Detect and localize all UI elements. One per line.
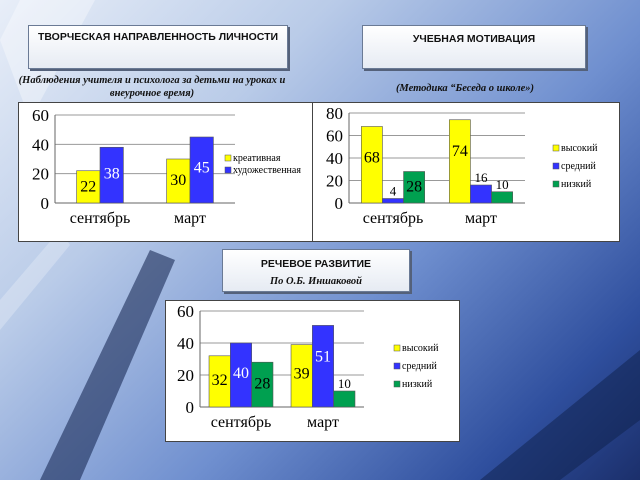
speech-data-label: 51	[315, 348, 331, 365]
speech-ytick-label: 20	[177, 366, 194, 385]
motivation-svg: 0 20 40 60 80 68 4 28 сентябрь 74 16 10 март высокий с…	[326, 104, 598, 227]
speech-category-label: сентябрь	[211, 414, 272, 431]
motivation-subtitle: (Методика “Беседа о школе»)	[395, 83, 535, 94]
creative-legend-swatch	[224, 154, 232, 162]
speech-chart: 0 20 40 60 32 40 28 сентябрь 39 51 10 март высокий ср…	[165, 300, 460, 442]
motivation-legend-swatch	[552, 180, 560, 188]
motivation-bar	[382, 198, 404, 204]
motivation-ytick-label: 20	[326, 172, 343, 191]
creative-title-box: ТВОРЧЕСКАЯ НАПРАВЛЕННОСТЬ ЛИЧНОСТИ	[28, 25, 288, 69]
motivation-legend-label: средний	[561, 161, 597, 172]
creative-ytick-label: 60	[32, 106, 49, 125]
speech-category-label: март	[307, 414, 339, 431]
motivation-ytick-label: 0	[335, 194, 344, 213]
speech-legend-swatch	[393, 362, 401, 370]
creative-data-label: 22	[80, 178, 96, 195]
motivation-legend-swatch	[552, 162, 560, 170]
creative-svg: 0 20 40 60 22 38 сентябрь 30 45 март креативнаяхуд…	[32, 106, 301, 227]
speech-subtitle: По О.Б. Иншаковой	[270, 276, 362, 287]
motivation-ytick-label: 80	[326, 104, 343, 123]
motivation-bar	[491, 191, 513, 204]
creative-title: ТВОРЧЕСКАЯ НАПРАВЛЕННОСТЬ ЛИЧНОСТИ	[37, 31, 279, 43]
motivation-bar	[361, 126, 383, 204]
motivation-data-label: 28	[406, 179, 422, 196]
creative-subtitle: (Наблюдения учителя и психолога за детьм…	[18, 75, 286, 99]
speech-ytick-label: 40	[177, 334, 194, 353]
motivation-data-label: 68	[364, 150, 380, 167]
creative-ytick-label: 40	[32, 135, 49, 154]
motivation-data-label: 74	[452, 143, 468, 160]
speech-data-label: 28	[254, 375, 270, 392]
motivation-title: УЧЕБНАЯ МОТИВАЦИЯ	[412, 33, 536, 45]
speech-bar	[312, 325, 334, 408]
creative-data-label: 45	[194, 160, 210, 177]
creative-ytick-label: 0	[41, 194, 50, 213]
motivation-category-label: март	[465, 210, 497, 227]
speech-data-label: 40	[233, 365, 249, 382]
speech-legend-swatch	[393, 380, 401, 388]
creative-bar	[189, 136, 214, 204]
speech-ytick-label: 0	[186, 398, 195, 417]
creative-ytick-label: 20	[32, 165, 49, 184]
motivation-bar	[403, 171, 425, 204]
creative-data-label: 30	[170, 172, 186, 189]
motivation-legend-label: низкий	[561, 179, 592, 190]
speech-data-label: 39	[294, 366, 310, 383]
speech-svg: 0 20 40 60 32 40 28 сентябрь 39 51 10 март высокий ср…	[177, 302, 439, 431]
creative-legend-label: креативная	[233, 153, 281, 164]
motivation-title-box: УЧЕБНАЯ МОТИВАЦИЯ	[362, 25, 586, 69]
speech-data-label: 32	[212, 372, 228, 389]
speech-legend-swatch	[393, 344, 401, 352]
motivation-ytick-label: 40	[326, 149, 343, 168]
creative-legend-label: художественная	[233, 165, 301, 176]
motivation-data-label: 4	[390, 184, 397, 199]
speech-legend-label: низкий	[402, 379, 433, 390]
speech-ytick-label: 60	[177, 302, 194, 321]
creative-bar	[99, 146, 124, 204]
motivation-category-label: сентябрь	[363, 210, 424, 227]
motivation-data-label: 16	[475, 170, 489, 185]
creative-data-label: 38	[104, 165, 120, 182]
motivation-data-label: 10	[496, 177, 509, 192]
motivation-ytick-label: 60	[326, 127, 343, 146]
motivation-legend-label: высокий	[561, 143, 598, 154]
creative-category-label: март	[174, 210, 206, 227]
speech-legend-label: высокий	[402, 343, 439, 354]
motivation-legend-swatch	[552, 144, 560, 152]
motivation-bar	[470, 184, 492, 204]
creative-category-label: сентябрь	[70, 210, 131, 227]
creative-legend-swatch	[224, 166, 232, 174]
creative-chart: 0 20 40 60 22 38 сентябрь 30 45 март креативная худ…	[18, 102, 314, 242]
speech-title: РЕЧЕВОЕ РАЗВИТИЕ	[260, 258, 372, 270]
motivation-bar	[449, 119, 471, 204]
speech-bar	[251, 361, 274, 408]
speech-title-box: РЕЧЕВОЕ РАЗВИТИЕ По О.Б. Иншаковой	[222, 249, 410, 292]
speech-data-label: 10	[338, 376, 351, 391]
speech-bar	[333, 390, 356, 408]
motivation-chart: 0 20 40 60 80 68 4 28 сентябрь 74 16 10 март высокий с…	[312, 102, 620, 242]
speech-legend-label: средний	[402, 361, 438, 372]
